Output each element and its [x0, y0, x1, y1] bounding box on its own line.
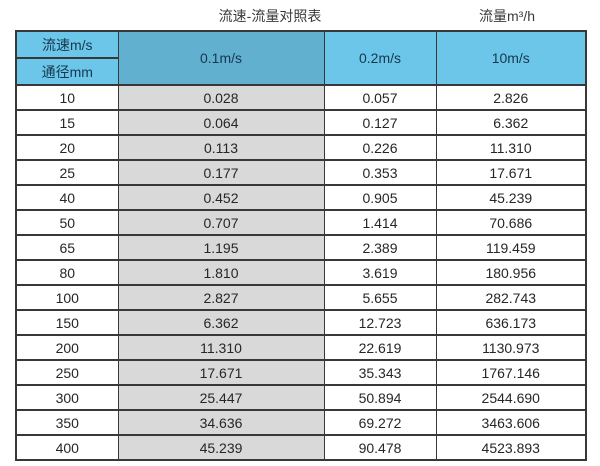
- cell-dn: 50: [15, 209, 119, 236]
- cell-q02: 1.414: [323, 209, 437, 236]
- corner-diameter-label: 通径mm: [15, 57, 119, 86]
- table-row: 20 0.113 0.226 11.310: [15, 134, 587, 161]
- cell-q10: 45.239: [435, 184, 587, 211]
- cell-q01: 0.028: [117, 84, 325, 111]
- cell-q02: 5.655: [323, 284, 437, 311]
- cell-q01: 17.671: [117, 359, 325, 386]
- flow-unit-label: 流量m³/h: [479, 8, 535, 24]
- table-row: 400 45.239 90.478 4523.893: [15, 434, 587, 461]
- cell-dn: 100: [15, 284, 119, 311]
- table-row: 15 0.064 0.127 6.362: [15, 109, 587, 136]
- cell-q01: 0.452: [117, 184, 325, 211]
- cell-q02: 12.723: [323, 309, 437, 336]
- table-title: 流速-流量对照表: [218, 8, 322, 24]
- cell-dn: 40: [15, 184, 119, 211]
- header-row-bottom: 通径mm: [15, 57, 586, 86]
- cell-q01: 45.239: [117, 434, 325, 461]
- cell-dn: 150: [15, 309, 119, 336]
- cell-q02: 0.353: [323, 159, 437, 186]
- cell-q02: 22.619: [323, 334, 437, 361]
- table-row: 10 0.028 0.057 2.826: [15, 84, 587, 111]
- table-row: 150 6.362 12.723 636.173: [15, 309, 587, 336]
- flow-rate-table: 流速m/s 0.1m/s 0.2m/s 10m/s 通径mm 10 0.028 …: [15, 30, 587, 461]
- cell-q10: 119.459: [435, 234, 587, 261]
- table-body: 10 0.028 0.057 2.826 15 0.064 0.127 6.36…: [15, 84, 587, 461]
- cell-q02: 69.272: [323, 409, 437, 436]
- table-row: 65 1.195 2.389 119.459: [15, 234, 587, 261]
- header-row-top: 流速m/s 0.1m/s 0.2m/s 10m/s: [15, 30, 587, 86]
- column-header-0_1ms: 0.1m/s: [117, 30, 325, 86]
- cell-q02: 0.057: [323, 84, 437, 111]
- cell-q10: 282.743: [435, 284, 587, 311]
- cell-q10: 70.686: [435, 209, 587, 236]
- table-row: 200 11.310 22.619 1130.973: [15, 334, 587, 361]
- cell-q10: 1130.973: [435, 334, 587, 361]
- cell-q02: 0.127: [323, 109, 437, 136]
- cell-q10: 3463.606: [435, 409, 587, 436]
- cell-q01: 6.362: [117, 309, 325, 336]
- cell-q01: 0.113: [117, 134, 325, 161]
- cell-q10: 1767.146: [435, 359, 587, 386]
- cell-q10: 2544.690: [435, 384, 587, 411]
- table-row: 100 2.827 5.655 282.743: [15, 284, 587, 311]
- column-header-10ms: 10m/s: [435, 30, 587, 86]
- cell-q01: 11.310: [117, 334, 325, 361]
- cell-q01: 34.636: [117, 409, 325, 436]
- cell-dn: 65: [15, 234, 119, 261]
- cell-q02: 2.389: [323, 234, 437, 261]
- cell-dn: 80: [15, 259, 119, 286]
- cell-dn: 250: [15, 359, 119, 386]
- cell-q10: 2.826: [435, 84, 587, 111]
- table-row: 25 0.177 0.353 17.671: [15, 159, 587, 186]
- cell-dn: 25: [15, 159, 119, 186]
- table-row: 50 0.707 1.414 70.686: [15, 209, 587, 236]
- cell-q01: 0.707: [117, 209, 325, 236]
- cell-dn: 400: [15, 434, 119, 461]
- cell-q02: 35.343: [323, 359, 437, 386]
- table-header: 流速m/s 0.1m/s 0.2m/s 10m/s 通径mm: [15, 30, 587, 86]
- table-row: 300 25.447 50.894 2544.690: [15, 384, 587, 411]
- table-row: 250 17.671 35.343 1767.146: [15, 359, 587, 386]
- cell-dn: 200: [15, 334, 119, 361]
- cell-q01: 0.064: [117, 109, 325, 136]
- cell-q01: 0.177: [117, 159, 325, 186]
- cell-q10: 4523.893: [435, 434, 587, 461]
- cell-q10: 6.362: [435, 109, 587, 136]
- table-row: 350 34.636 69.272 3463.606: [15, 409, 587, 436]
- cell-q10: 180.956: [435, 259, 587, 286]
- cell-q01: 1.810: [117, 259, 325, 286]
- cell-q01: 25.447: [117, 384, 325, 411]
- cell-dn: 350: [15, 409, 119, 436]
- table-row: 80 1.810 3.619 180.956: [15, 259, 587, 286]
- cell-q01: 1.195: [117, 234, 325, 261]
- column-header-0_2ms: 0.2m/s: [323, 30, 437, 86]
- cell-q10: 17.671: [435, 159, 587, 186]
- cell-dn: 15: [15, 109, 119, 136]
- title-bar: 流速-流量对照表 流量m³/h: [0, 0, 600, 30]
- cell-q02: 90.478: [323, 434, 437, 461]
- cell-q02: 50.894: [323, 384, 437, 411]
- cell-q02: 0.905: [323, 184, 437, 211]
- cell-q02: 0.226: [323, 134, 437, 161]
- corner-velocity-label: 流速m/s: [15, 30, 119, 59]
- cell-q10: 636.173: [435, 309, 587, 336]
- cell-q01: 2.827: [117, 284, 325, 311]
- cell-q02: 3.619: [323, 259, 437, 286]
- cell-dn: 10: [15, 84, 119, 111]
- cell-dn: 20: [15, 134, 119, 161]
- cell-q10: 11.310: [435, 134, 587, 161]
- table-row: 40 0.452 0.905 45.239: [15, 184, 587, 211]
- cell-dn: 300: [15, 384, 119, 411]
